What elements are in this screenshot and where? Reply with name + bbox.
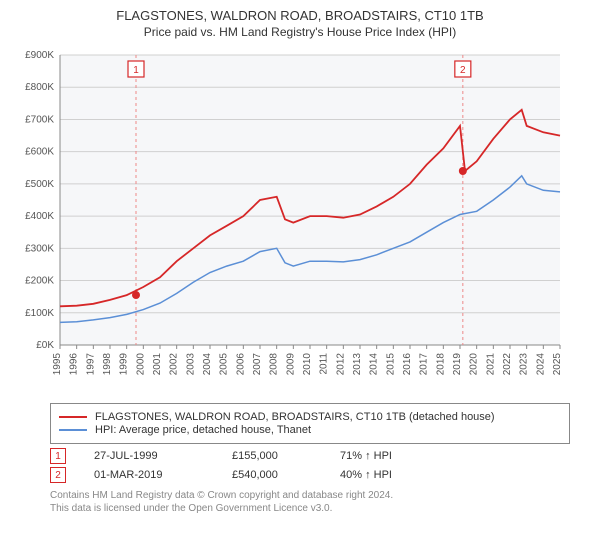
svg-text:1: 1 <box>133 65 139 76</box>
svg-text:2023: 2023 <box>519 353 530 376</box>
event-price: £155,000 <box>232 450 312 462</box>
chart-area: £0K £100K £200K £300K £400K £500K £600K £700K £8… <box>10 45 570 395</box>
chart-title: FLAGSTONES, WALDRON ROAD, BROADSTAIRS, C… <box>0 8 600 23</box>
svg-text:2000: 2000 <box>135 353 146 376</box>
footer-attribution: Contains HM Land Registry data © Crown c… <box>50 489 570 515</box>
event-table: 1 27-JUL-1999 £155,000 71% ↑ HPI 2 01-MA… <box>50 448 570 483</box>
svg-text:2016: 2016 <box>402 353 413 376</box>
svg-text:2014: 2014 <box>369 353 380 376</box>
svg-text:£400K: £400K <box>25 211 54 222</box>
svg-text:2008: 2008 <box>269 353 280 376</box>
svg-text:1998: 1998 <box>102 353 113 376</box>
svg-text:1996: 1996 <box>69 353 80 376</box>
svg-text:2018: 2018 <box>435 353 446 376</box>
footer-line: This data is licensed under the Open Gov… <box>50 502 570 515</box>
legend: FLAGSTONES, WALDRON ROAD, BROADSTAIRS, C… <box>50 403 570 444</box>
svg-text:2003: 2003 <box>185 353 196 376</box>
svg-text:£700K: £700K <box>25 114 54 125</box>
svg-text:2001: 2001 <box>152 353 163 376</box>
svg-text:2006: 2006 <box>235 353 246 376</box>
event-date: 27-JUL-1999 <box>94 450 204 462</box>
legend-item: FLAGSTONES, WALDRON ROAD, BROADSTAIRS, C… <box>59 411 561 423</box>
legend-swatch <box>59 416 87 418</box>
svg-text:2024: 2024 <box>535 353 546 376</box>
event-date: 01-MAR-2019 <box>94 469 204 481</box>
svg-text:2019: 2019 <box>452 353 463 376</box>
svg-text:2015: 2015 <box>385 353 396 376</box>
svg-text:£600K: £600K <box>25 147 54 158</box>
svg-text:2: 2 <box>460 65 466 76</box>
svg-text:2017: 2017 <box>419 353 430 376</box>
svg-text:2013: 2013 <box>352 353 363 376</box>
svg-text:2005: 2005 <box>219 353 230 376</box>
svg-text:£800K: £800K <box>25 82 54 93</box>
svg-text:2004: 2004 <box>202 353 213 376</box>
svg-text:2009: 2009 <box>285 353 296 376</box>
legend-item: HPI: Average price, detached house, Than… <box>59 424 561 436</box>
event-marker: 1 <box>50 448 66 464</box>
legend-label: HPI: Average price, detached house, Than… <box>95 424 311 436</box>
chart-subtitle: Price paid vs. HM Land Registry's House … <box>0 25 600 39</box>
event-pct: 40% ↑ HPI <box>340 469 392 481</box>
event-row: 2 01-MAR-2019 £540,000 40% ↑ HPI <box>50 467 570 483</box>
event-row: 1 27-JUL-1999 £155,000 71% ↑ HPI <box>50 448 570 464</box>
legend-label: FLAGSTONES, WALDRON ROAD, BROADSTAIRS, C… <box>95 411 495 423</box>
footer-line: Contains HM Land Registry data © Crown c… <box>50 489 570 502</box>
svg-text:2020: 2020 <box>469 353 480 376</box>
svg-text:1999: 1999 <box>119 353 130 376</box>
svg-text:£500K: £500K <box>25 179 54 190</box>
svg-text:2007: 2007 <box>252 353 263 376</box>
event-pct: 71% ↑ HPI <box>340 450 392 462</box>
svg-text:2010: 2010 <box>302 353 313 376</box>
svg-text:1995: 1995 <box>52 353 63 376</box>
svg-text:2012: 2012 <box>335 353 346 376</box>
svg-text:£0K: £0K <box>36 340 54 351</box>
svg-text:2022: 2022 <box>502 353 513 376</box>
legend-swatch <box>59 429 87 431</box>
event-price: £540,000 <box>232 469 312 481</box>
svg-text:2025: 2025 <box>552 353 563 376</box>
svg-text:£200K: £200K <box>25 276 54 287</box>
svg-text:£100K: £100K <box>25 308 54 319</box>
svg-text:£300K: £300K <box>25 243 54 254</box>
svg-text:2011: 2011 <box>319 353 330 375</box>
svg-text:1997: 1997 <box>85 353 96 376</box>
svg-text:2002: 2002 <box>169 353 180 376</box>
svg-text:2021: 2021 <box>485 353 496 376</box>
event-marker: 2 <box>50 467 66 483</box>
svg-text:£900K: £900K <box>25 50 54 61</box>
